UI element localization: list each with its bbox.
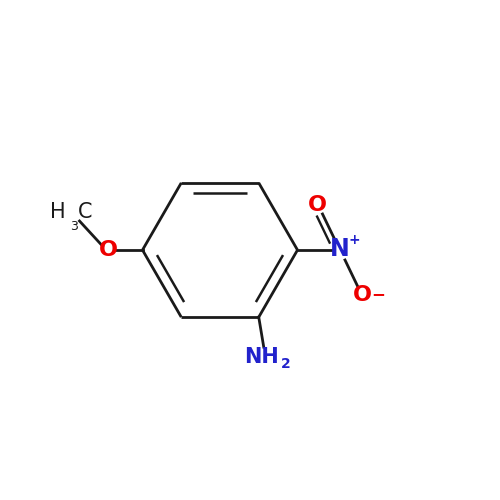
Text: +: + [348,233,360,247]
Text: O: O [308,195,327,215]
Text: 3: 3 [70,220,78,232]
Text: C: C [78,202,92,222]
Text: −: − [372,285,386,303]
Text: NH: NH [244,347,278,367]
Text: 2: 2 [280,356,290,370]
Text: O: O [353,285,372,305]
Text: H: H [50,202,66,222]
Text: N: N [330,237,350,261]
Text: O: O [99,240,118,260]
